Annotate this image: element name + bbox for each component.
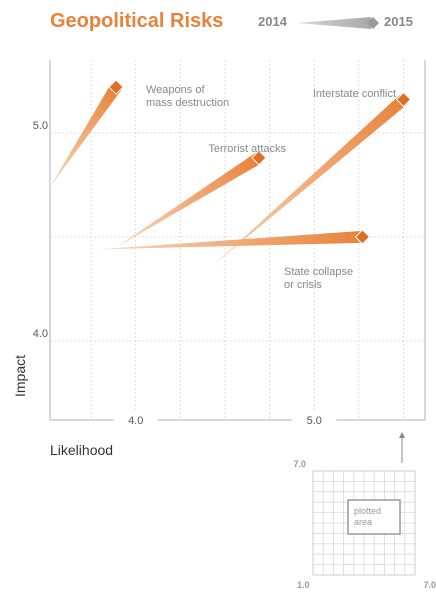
inset-frame — [312, 470, 416, 576]
inset-plotted-box — [347, 499, 401, 535]
inset-caption-line: area — [354, 517, 372, 527]
series-label: Terrorist attacks — [208, 143, 286, 155]
inset-x-right-label: 7.0 — [423, 580, 436, 590]
inset-caption: plotted area — [354, 506, 381, 527]
inset-x-left-label: 1.0 — [297, 580, 310, 590]
inset-y-top-label: 7.0 — [293, 459, 306, 469]
x-tick-label-bg — [292, 412, 337, 428]
series-label-line: State collapse — [284, 266, 353, 278]
series-label-line: Weapons of — [146, 84, 205, 96]
series-label-line: mass destruction — [146, 97, 229, 109]
series-trail — [50, 83, 122, 187]
series-marker-2015 — [251, 150, 267, 166]
series-label-line: Terrorist attacks — [208, 143, 286, 155]
series-label-line: or crisis — [284, 279, 322, 291]
series-trail — [212, 95, 408, 267]
legend-end-year: 2015 — [384, 14, 413, 29]
series-label-line: Interstate conflict — [313, 88, 396, 100]
x-tick-label: 4.0 — [128, 415, 143, 427]
y-tick-label: 4.0 — [33, 328, 48, 340]
series-trail — [116, 152, 263, 248]
legend-start-year: 2014 — [258, 14, 287, 29]
inset-caption-line: plotted — [354, 506, 381, 516]
series-label: Interstate conflict — [313, 88, 396, 100]
plot-frame — [49, 60, 426, 421]
series-label: State collapse or crisis — [284, 266, 353, 291]
series-marker-2015 — [354, 229, 371, 245]
series-label: Weapons of mass destruction — [146, 84, 229, 109]
series-marker-2015 — [108, 79, 124, 95]
series-trail — [98, 230, 363, 250]
legend-arrow-icon — [297, 17, 379, 29]
y-tick-label: 5.0 — [33, 120, 48, 132]
x-tick-label: 5.0 — [307, 415, 322, 427]
x-tick-label-bg — [113, 412, 158, 428]
chart-title: Geopolitical Risks — [50, 10, 224, 32]
inset-pointer-arrow-icon — [399, 432, 405, 438]
series-marker-2015 — [395, 91, 412, 108]
x-axis-label: Likelihood — [50, 442, 114, 458]
